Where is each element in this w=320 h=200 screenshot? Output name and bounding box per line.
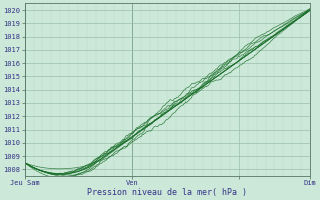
X-axis label: Pression niveau de la mer( hPa ): Pression niveau de la mer( hPa ) [87, 188, 247, 197]
